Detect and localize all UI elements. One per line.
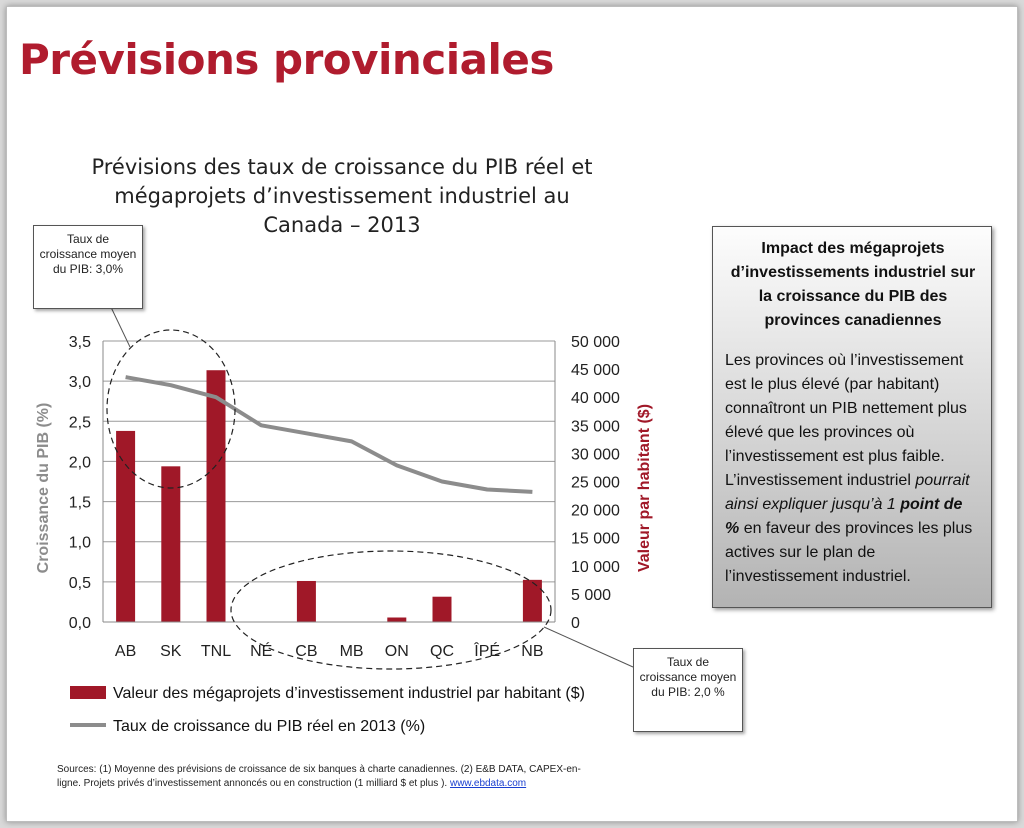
legend-bar-label: Valeur des mégaprojets d’investissement … xyxy=(113,685,585,702)
x-tick-label: AB xyxy=(115,643,136,660)
y-left-tick-label: 0,0 xyxy=(69,615,91,632)
info-body-start: Les provinces où l’investissement est le… xyxy=(725,352,967,489)
y-right-tick-label: 0 xyxy=(571,615,580,632)
x-tick-label: MB xyxy=(340,643,364,660)
info-body-italic: pourrait ainsi expliquer jusqu’à 1 xyxy=(725,472,970,513)
callout-pointer-left xyxy=(108,302,131,348)
slide: Prévisions provinciales Prévisions des t… xyxy=(6,6,1018,822)
bar xyxy=(206,370,226,622)
y-right-tick-label: 10 000 xyxy=(571,559,620,576)
legend-line-label: Taux de croissance du PIB réel en 2013 (… xyxy=(113,718,425,735)
highlight-ellipse-right xyxy=(230,550,552,670)
callout-avg-gdp-high: Taux de croissance moyen du PIB: 3,0% xyxy=(33,225,143,309)
y-left-tick-label: 1,0 xyxy=(69,535,91,552)
info-body-bold-italic: point de % xyxy=(725,496,963,537)
callout-pointer-right xyxy=(543,626,634,668)
y-right-tick-label: 45 000 xyxy=(571,362,620,379)
bar-series xyxy=(116,370,542,622)
x-tick-label: QC xyxy=(430,643,454,660)
chart: 0,0 0,5 1,0 1,5 2,0 2,5 3,0 3,5 0 5 000 10 000 15 … xyxy=(35,302,653,735)
highlight-ellipse-left xyxy=(106,329,236,489)
info-box: Impact des mégaprojets d’investissements… xyxy=(712,226,992,608)
x-tick-label: NB xyxy=(521,643,543,660)
y-left-tick-label: 2,5 xyxy=(69,414,91,431)
y-left-tick-labels: 0,0 0,5 1,0 1,5 2,0 2,5 3,0 3,5 xyxy=(69,334,91,632)
axes xyxy=(102,341,556,623)
x-tick-label: ON xyxy=(385,643,409,660)
y-right-axis-label: Valeur par habitant ($) xyxy=(636,404,653,572)
bar xyxy=(296,580,316,622)
y-left-tick-label: 2,0 xyxy=(69,454,91,471)
x-tick-labels: AB SK TNL NÉ CB MB ON QC ÎPÉ NB xyxy=(115,641,544,660)
y-left-tick-label: 3,0 xyxy=(69,374,91,391)
y-right-tick-label: 40 000 xyxy=(571,390,620,407)
x-tick-label: SK xyxy=(160,643,182,660)
x-tick-label: ÎPÉ xyxy=(473,641,500,660)
chart-title: Prévisions des taux de croissance du PIB… xyxy=(67,153,617,240)
y-left-tick-label: 0,5 xyxy=(69,575,91,592)
sources-text: Sources: (1) Moyenne des prévisions de c… xyxy=(57,764,581,789)
info-box-body: Les provinces où l’investissement est le… xyxy=(725,349,981,589)
y-right-tick-label: 25 000 xyxy=(571,475,620,492)
legend-bar-swatch xyxy=(70,686,106,699)
y-left-axis-label: Croissance du PIB (%) xyxy=(35,403,52,574)
x-tick-label: CB xyxy=(295,643,317,660)
y-right-tick-label: 30 000 xyxy=(571,446,620,463)
y-left-tick-label: 3,5 xyxy=(69,334,91,351)
bar xyxy=(432,596,452,622)
page-title: Prévisions provinciales xyxy=(19,35,554,84)
sources-note: Sources: (1) Moyenne des prévisions de c… xyxy=(57,763,597,791)
y-right-tick-labels: 0 5 000 10 000 15 000 20 000 25 000 30 000 35 0… xyxy=(571,334,620,632)
y-right-tick-label: 35 000 xyxy=(571,418,620,435)
bar xyxy=(387,617,407,622)
bar xyxy=(161,466,181,622)
bar xyxy=(522,579,542,622)
y-right-tick-label: 50 000 xyxy=(571,334,620,351)
chart-title-line: mégaprojets d’investissement industriel … xyxy=(114,184,570,208)
x-tick-label: NÉ xyxy=(250,641,272,660)
y-right-tick-label: 15 000 xyxy=(571,531,620,548)
y-left-tick-label: 1,5 xyxy=(69,495,91,512)
chart-title-line: Prévisions des taux de croissance du PIB… xyxy=(91,155,593,179)
info-body-end: en faveur des provinces les plus actives… xyxy=(725,520,973,585)
y-right-tick-label: 5 000 xyxy=(571,587,611,604)
info-box-title: Impact des mégaprojets d’investissements… xyxy=(730,240,976,329)
y-right-tick-label: 20 000 xyxy=(571,503,620,520)
gdp-growth-line xyxy=(125,375,533,494)
sources-link[interactable]: www.ebdata.com xyxy=(449,778,527,789)
callout-avg-gdp-low: Taux de croissance moyen du PIB: 2,0 % xyxy=(633,648,743,732)
chart-title-line: Canada – 2013 xyxy=(263,213,421,237)
x-tick-label: TNL xyxy=(201,643,231,660)
bar xyxy=(116,430,136,622)
